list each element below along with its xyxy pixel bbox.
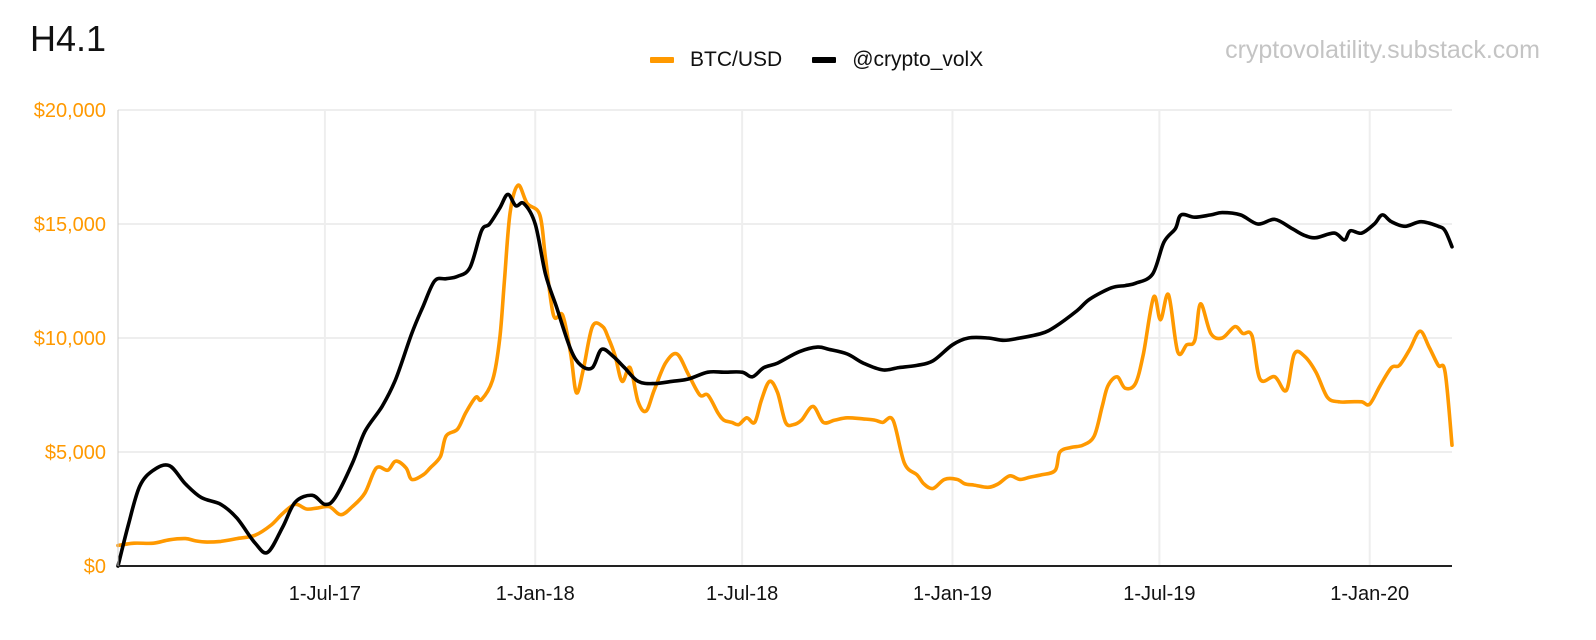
- legend-swatch-btc: [650, 57, 674, 63]
- series-line-btc-usd: [116, 183, 1454, 548]
- x-tick-label: 1-Jul-19: [1123, 583, 1195, 605]
- legend: BTC/USD @crypto_volX: [650, 48, 1013, 72]
- legend-item-volx: @crypto_volX: [812, 48, 983, 72]
- series-layer: [116, 183, 1454, 568]
- legend-item-btc: BTC/USD: [650, 48, 782, 72]
- y-tick-label: $15,000: [34, 214, 106, 236]
- y-tick-label: $5,000: [45, 442, 106, 464]
- watermark: cryptovolatility.substack.com: [1225, 36, 1540, 64]
- y-tick-label: $10,000: [34, 328, 106, 350]
- x-tick-label: 1-Jan-20: [1330, 583, 1409, 605]
- x-tick-label: 1-Jan-18: [496, 583, 575, 605]
- x-tick-label: 1-Jul-18: [706, 583, 778, 605]
- y-tick-label: $20,000: [34, 100, 106, 122]
- y-tick-label: $0: [84, 556, 106, 578]
- legend-swatch-volx: [812, 57, 837, 63]
- series-line-crypto-volx: [116, 192, 1454, 568]
- legend-label-volx: @crypto_volX: [852, 48, 984, 71]
- x-tick-label: 1-Jul-17: [289, 583, 361, 605]
- x-tick-label: 1-Jan-19: [913, 583, 992, 605]
- grid-layer: [118, 109, 1452, 566]
- chart-title: H4.1: [30, 18, 107, 59]
- legend-label-btc: BTC/USD: [690, 48, 783, 71]
- axis-layer: $0 $5,000 $10,000 $15,000 $20,000 1-Jul-17 1-J…: [34, 100, 1452, 605]
